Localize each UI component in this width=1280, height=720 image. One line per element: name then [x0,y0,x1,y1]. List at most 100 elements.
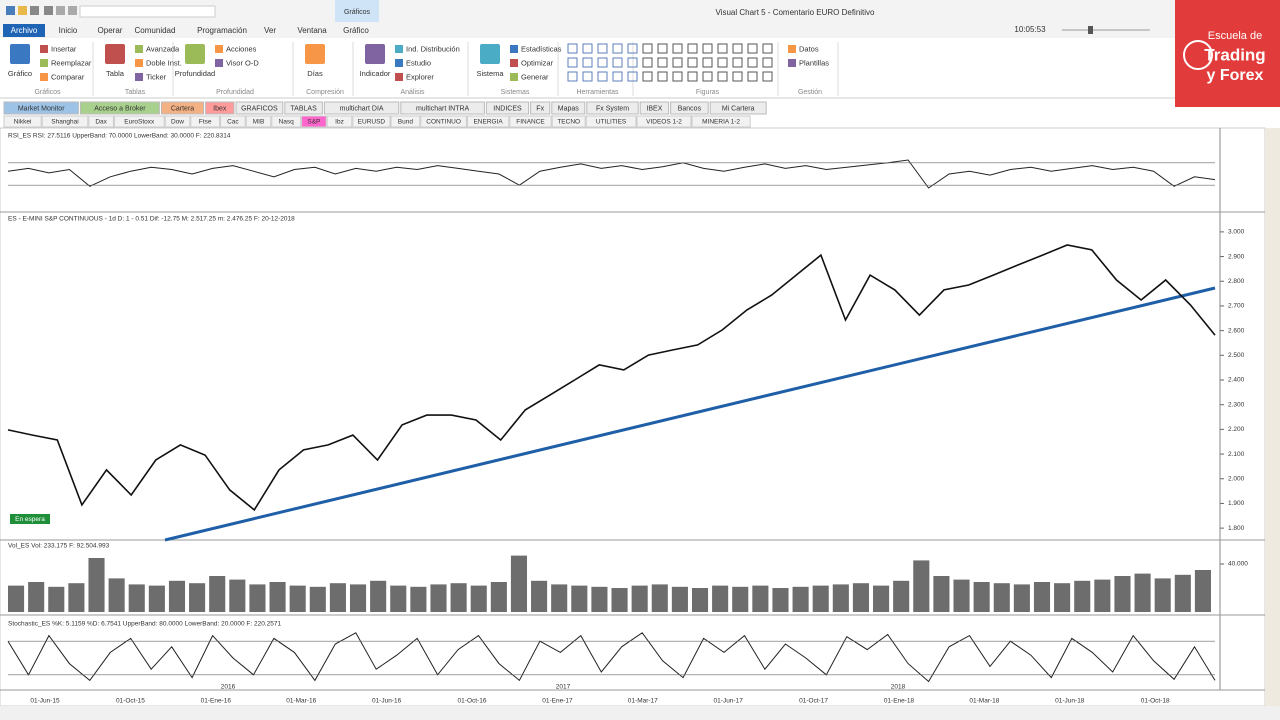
tool-icon[interactable] [657,71,668,82]
tool-icon[interactable] [762,57,773,68]
small-button-icon[interactable] [215,45,223,53]
tool-icon[interactable] [672,43,683,54]
small-button-icon[interactable] [395,59,403,67]
tool-icon[interactable] [732,57,743,68]
quick-icon[interactable] [68,6,77,15]
symbol-tab[interactable]: Bund [398,119,414,126]
small-button-icon[interactable] [135,73,143,81]
small-button-icon[interactable] [215,59,223,67]
menu-tab[interactable]: Ventana [297,26,327,35]
tool-icon[interactable] [747,57,758,68]
symbol-tab[interactable]: VIDEOS 1-2 [646,119,682,126]
watchlist-tab[interactable]: multichart DIA [340,105,384,112]
small-button[interactable]: Comparar [51,72,85,81]
tool-icon[interactable] [732,71,743,82]
symbol-tab[interactable]: TECNO [557,119,580,126]
watchlist-tab[interactable]: INDICES [493,105,522,112]
symbol-tab[interactable]: Dax [95,119,107,126]
watchlist-tab[interactable]: Fx [536,105,544,112]
small-button-icon[interactable] [40,73,48,81]
watchlist-tab[interactable]: IBEX [646,105,662,112]
tool-icon[interactable] [702,71,713,82]
watchlist-tab[interactable]: Bancos [678,105,702,112]
symbol-tab[interactable]: Nikkei [14,119,32,126]
tool-icon[interactable] [567,57,578,68]
small-button-icon[interactable] [788,59,796,67]
symbol-tab[interactable]: S&P [307,119,320,126]
quick-icon[interactable] [56,6,65,15]
symbol-tab[interactable]: EuroStoxx [124,119,155,126]
large-button-icon[interactable] [365,44,385,64]
tool-icon[interactable] [717,43,728,54]
tool-icon[interactable] [612,43,623,54]
small-button[interactable]: Explorer [406,72,434,81]
quick-icon[interactable] [18,6,27,15]
tool-icon[interactable] [747,71,758,82]
symbol-tab[interactable]: UTILITIES [596,119,627,126]
tool-icon[interactable] [642,71,653,82]
small-button[interactable]: Optimizar [521,58,554,67]
small-button[interactable]: Avanzada [146,44,180,53]
context-tab[interactable]: Gráficos [344,9,371,16]
tool-icon[interactable] [687,57,698,68]
symbol-tab[interactable]: Shanghai [51,119,78,126]
large-button-icon[interactable] [10,44,30,64]
tool-icon[interactable] [582,71,593,82]
small-button[interactable]: Visor O-D [226,58,259,67]
small-button-icon[interactable] [40,45,48,53]
small-button[interactable]: Acciones [226,44,257,53]
tool-icon[interactable] [627,57,638,68]
large-button[interactable]: Sistema [476,69,504,78]
symbol-tab[interactable]: Ftse [199,119,212,126]
small-button-icon[interactable] [395,73,403,81]
symbol-tab[interactable]: MIB [253,119,265,126]
tool-icon[interactable] [627,43,638,54]
symbol-tab[interactable]: MINERIA 1-2 [702,119,740,126]
tool-icon[interactable] [597,43,608,54]
large-button-icon[interactable] [305,44,325,64]
tool-icon[interactable] [717,57,728,68]
large-button[interactable]: Gráfico [8,69,32,78]
symbol-tab[interactable]: Cac [227,119,239,126]
tool-icon[interactable] [702,57,713,68]
symbol-tab[interactable]: CONTINUO [426,119,461,126]
tool-icon[interactable] [687,71,698,82]
quick-icon[interactable] [44,6,53,15]
large-button-icon[interactable] [480,44,500,64]
small-button[interactable]: Doble Inst. [146,58,182,67]
symbol-tab[interactable]: Dow [171,119,184,126]
tool-icon[interactable] [702,43,713,54]
tool-icon[interactable] [597,71,608,82]
tool-icon[interactable] [642,57,653,68]
quick-icon[interactable] [30,6,39,15]
tool-icon[interactable] [597,57,608,68]
small-button-icon[interactable] [788,45,796,53]
symbol-tab[interactable]: Nasq [279,119,295,126]
tool-icon[interactable] [627,71,638,82]
tool-icon[interactable] [612,57,623,68]
tool-icon[interactable] [582,57,593,68]
menu-tab[interactable]: Gráfico [343,26,369,35]
tool-icon[interactable] [642,43,653,54]
menu-tab[interactable]: Archivo [11,26,38,35]
watchlist-tab[interactable]: Fx System [596,105,629,112]
small-button-icon[interactable] [510,59,518,67]
tool-icon[interactable] [567,43,578,54]
tool-icon[interactable] [687,43,698,54]
menu-tab[interactable]: Ver [264,26,276,35]
tool-icon[interactable] [717,71,728,82]
tool-icon[interactable] [672,71,683,82]
watchlist-tab[interactable]: Market Monitor [18,105,65,112]
watchlist-tab[interactable]: Mapas [558,105,580,112]
watchlist-tab[interactable]: Cartera [171,105,194,112]
small-button-icon[interactable] [510,45,518,53]
large-button[interactable]: Tabla [106,69,125,78]
tool-icon[interactable] [747,43,758,54]
menu-tab[interactable]: Inicio [59,26,78,35]
small-button[interactable]: Generar [521,72,549,81]
tool-icon[interactable] [672,57,683,68]
tool-icon[interactable] [762,43,773,54]
menu-tab[interactable]: Operar [98,26,123,35]
symbol-tab[interactable]: Ibz [335,119,344,126]
zoom-knob[interactable] [1088,26,1093,34]
